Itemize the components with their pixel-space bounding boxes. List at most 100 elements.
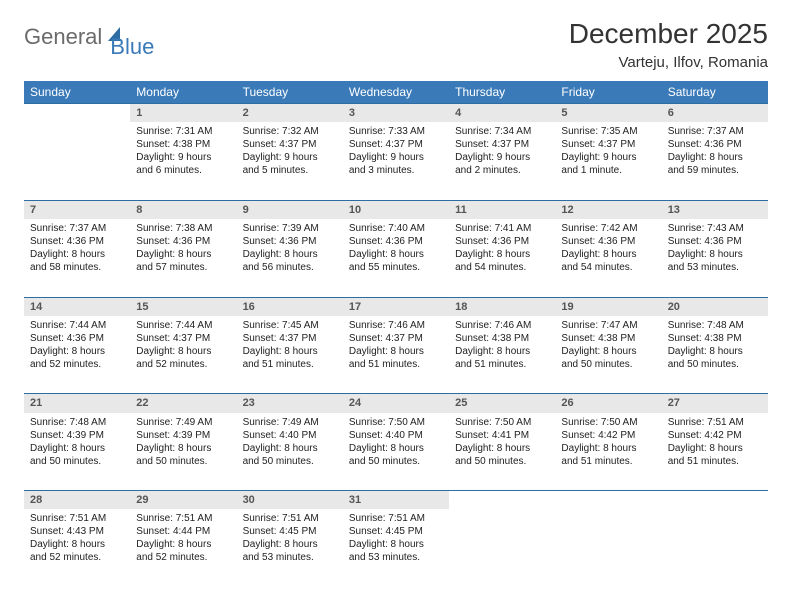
day-cell	[662, 509, 768, 587]
day-cell: Sunrise: 7:34 AMSunset: 4:37 PMDaylight:…	[449, 122, 555, 200]
daylight-text: Daylight: 8 hours and 51 minutes.	[455, 345, 549, 371]
logo-text-blue: Blue	[110, 34, 154, 59]
sunset-text: Sunset: 4:36 PM	[349, 235, 443, 248]
daylight-text: Daylight: 8 hours and 52 minutes.	[30, 538, 124, 564]
sunset-text: Sunset: 4:36 PM	[30, 332, 124, 345]
day-number: 14	[24, 297, 130, 316]
sunrise-text: Sunrise: 7:47 AM	[561, 319, 655, 332]
daynum-row: 78910111213	[24, 200, 768, 219]
daylight-text: Daylight: 8 hours and 52 minutes.	[136, 345, 230, 371]
daylight-text: Daylight: 8 hours and 58 minutes.	[30, 248, 124, 274]
daylight-text: Daylight: 8 hours and 52 minutes.	[136, 538, 230, 564]
calendar-table: Sunday Monday Tuesday Wednesday Thursday…	[24, 81, 768, 587]
day-number: 21	[24, 394, 130, 413]
daylight-text: Daylight: 8 hours and 51 minutes.	[561, 442, 655, 468]
day-cell: Sunrise: 7:43 AMSunset: 4:36 PMDaylight:…	[662, 219, 768, 297]
daylight-text: Daylight: 8 hours and 59 minutes.	[668, 151, 762, 177]
daylight-text: Daylight: 8 hours and 50 minutes.	[349, 442, 443, 468]
daylight-text: Daylight: 8 hours and 56 minutes.	[243, 248, 337, 274]
sunrise-text: Sunrise: 7:51 AM	[243, 512, 337, 525]
daylight-text: Daylight: 8 hours and 52 minutes.	[30, 345, 124, 371]
sunset-text: Sunset: 4:37 PM	[243, 332, 337, 345]
day-cell	[449, 509, 555, 587]
day-number: 2	[237, 104, 343, 123]
day-number: 5	[555, 104, 661, 123]
weekday-header: Thursday	[449, 81, 555, 104]
day-number: 28	[24, 491, 130, 510]
sunrise-text: Sunrise: 7:42 AM	[561, 222, 655, 235]
sunrise-text: Sunrise: 7:32 AM	[243, 125, 337, 138]
weekday-header: Saturday	[662, 81, 768, 104]
day-number: 13	[662, 200, 768, 219]
day-number: 3	[343, 104, 449, 123]
day-number	[449, 491, 555, 510]
sunset-text: Sunset: 4:40 PM	[243, 429, 337, 442]
logo: General Blue	[24, 24, 172, 50]
day-cell: Sunrise: 7:51 AMSunset: 4:45 PMDaylight:…	[343, 509, 449, 587]
day-number: 26	[555, 394, 661, 413]
day-number: 24	[343, 394, 449, 413]
daylight-text: Daylight: 8 hours and 50 minutes.	[136, 442, 230, 468]
sunrise-text: Sunrise: 7:48 AM	[30, 416, 124, 429]
sunset-text: Sunset: 4:37 PM	[349, 138, 443, 151]
day-cell: Sunrise: 7:39 AMSunset: 4:36 PMDaylight:…	[237, 219, 343, 297]
daylight-text: Daylight: 8 hours and 51 minutes.	[243, 345, 337, 371]
sunrise-text: Sunrise: 7:51 AM	[136, 512, 230, 525]
day-cell: Sunrise: 7:49 AMSunset: 4:39 PMDaylight:…	[130, 413, 236, 491]
sunset-text: Sunset: 4:37 PM	[349, 332, 443, 345]
day-cell: Sunrise: 7:41 AMSunset: 4:36 PMDaylight:…	[449, 219, 555, 297]
sunset-text: Sunset: 4:45 PM	[349, 525, 443, 538]
sunrise-text: Sunrise: 7:41 AM	[455, 222, 549, 235]
day-number: 8	[130, 200, 236, 219]
day-cell: Sunrise: 7:31 AMSunset: 4:38 PMDaylight:…	[130, 122, 236, 200]
sunrise-text: Sunrise: 7:50 AM	[561, 416, 655, 429]
sunset-text: Sunset: 4:36 PM	[30, 235, 124, 248]
day-number: 16	[237, 297, 343, 316]
weekday-header: Friday	[555, 81, 661, 104]
sunrise-text: Sunrise: 7:40 AM	[349, 222, 443, 235]
daylight-text: Daylight: 9 hours and 5 minutes.	[243, 151, 337, 177]
sunrise-text: Sunrise: 7:49 AM	[243, 416, 337, 429]
day-cell: Sunrise: 7:44 AMSunset: 4:36 PMDaylight:…	[24, 316, 130, 394]
day-cell: Sunrise: 7:45 AMSunset: 4:37 PMDaylight:…	[237, 316, 343, 394]
sunrise-text: Sunrise: 7:51 AM	[349, 512, 443, 525]
daylight-text: Daylight: 8 hours and 50 minutes.	[668, 345, 762, 371]
day-number: 17	[343, 297, 449, 316]
daylight-text: Daylight: 8 hours and 57 minutes.	[136, 248, 230, 274]
daylight-text: Daylight: 9 hours and 6 minutes.	[136, 151, 230, 177]
month-title: December 2025	[569, 18, 768, 50]
daylight-text: Daylight: 8 hours and 53 minutes.	[668, 248, 762, 274]
sunset-text: Sunset: 4:42 PM	[561, 429, 655, 442]
daylight-text: Daylight: 8 hours and 51 minutes.	[349, 345, 443, 371]
day-number: 31	[343, 491, 449, 510]
day-cell: Sunrise: 7:44 AMSunset: 4:37 PMDaylight:…	[130, 316, 236, 394]
day-cell: Sunrise: 7:35 AMSunset: 4:37 PMDaylight:…	[555, 122, 661, 200]
sunrise-text: Sunrise: 7:37 AM	[30, 222, 124, 235]
detail-row: Sunrise: 7:51 AMSunset: 4:43 PMDaylight:…	[24, 509, 768, 587]
daylight-text: Daylight: 8 hours and 53 minutes.	[243, 538, 337, 564]
sunset-text: Sunset: 4:41 PM	[455, 429, 549, 442]
sunset-text: Sunset: 4:39 PM	[30, 429, 124, 442]
daylight-text: Daylight: 8 hours and 50 minutes.	[561, 345, 655, 371]
day-cell: Sunrise: 7:48 AMSunset: 4:38 PMDaylight:…	[662, 316, 768, 394]
sunrise-text: Sunrise: 7:37 AM	[668, 125, 762, 138]
sunset-text: Sunset: 4:45 PM	[243, 525, 337, 538]
day-number: 25	[449, 394, 555, 413]
sunrise-text: Sunrise: 7:31 AM	[136, 125, 230, 138]
day-cell: Sunrise: 7:50 AMSunset: 4:42 PMDaylight:…	[555, 413, 661, 491]
sunrise-text: Sunrise: 7:50 AM	[455, 416, 549, 429]
sunrise-text: Sunrise: 7:51 AM	[668, 416, 762, 429]
sunset-text: Sunset: 4:36 PM	[243, 235, 337, 248]
daylight-text: Daylight: 8 hours and 54 minutes.	[561, 248, 655, 274]
day-number: 10	[343, 200, 449, 219]
sunrise-text: Sunrise: 7:38 AM	[136, 222, 230, 235]
day-cell: Sunrise: 7:46 AMSunset: 4:38 PMDaylight:…	[449, 316, 555, 394]
sunset-text: Sunset: 4:44 PM	[136, 525, 230, 538]
sunset-text: Sunset: 4:36 PM	[668, 235, 762, 248]
day-number: 30	[237, 491, 343, 510]
weekday-header-row: Sunday Monday Tuesday Wednesday Thursday…	[24, 81, 768, 104]
day-cell: Sunrise: 7:51 AMSunset: 4:42 PMDaylight:…	[662, 413, 768, 491]
daynum-row: 28293031	[24, 491, 768, 510]
sunrise-text: Sunrise: 7:51 AM	[30, 512, 124, 525]
sunset-text: Sunset: 4:37 PM	[243, 138, 337, 151]
